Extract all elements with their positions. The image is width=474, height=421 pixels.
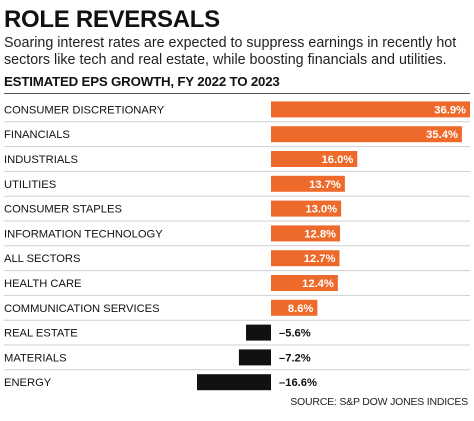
bar-communication-services [271,299,318,316]
category-label-materials: MATERIALS [4,352,67,364]
category-label-financials: FINANCIALS [4,129,70,141]
chart-headline: ROLE REVERSALS [4,6,220,33]
category-label-health-care: HEALTH CARE [4,278,82,290]
value-label-information-technology: 12.8% [304,228,336,240]
chart-title: ESTIMATED EPS GROWTH, FY 2022 TO 2023 [4,74,280,89]
value-label-industrials: 16.0% [322,154,354,166]
category-label-communication-services: COMMUNICATION SERVICES [4,303,160,315]
category-label-real-estate: REAL ESTATE [4,328,78,340]
bar-consumer-staples [271,200,342,217]
value-label-all-sectors: 12.7% [304,253,336,265]
value-label-consumer-staples: 13.0% [305,204,337,216]
value-label-utilities: 13.7% [309,179,341,191]
chart-subtitle: Soaring interest rates are expected to s… [4,35,457,68]
category-label-utilities: UTILITIES [4,179,56,191]
value-label-real-estate: –5.6% [279,328,311,340]
bar-industrials [271,151,358,167]
bar-health-care [271,275,338,291]
bar-all-sectors [271,250,340,267]
category-label-consumer-discretionary: CONSUMER DISCRETIONARY [4,104,165,116]
value-label-consumer-discretionary: 36.9% [434,104,466,116]
bar-financials [271,126,462,143]
bar-consumer-discretionary [271,101,470,118]
bar-energy [197,374,271,391]
value-label-health-care: 12.4% [302,278,334,290]
category-label-information-technology: INFORMATION TECHNOLOGY [4,228,163,240]
category-label-consumer-staples: CONSUMER STAPLES [4,204,122,216]
bar-materials [238,349,271,366]
value-label-energy: –16.6% [279,377,317,389]
category-label-energy: ENERGY [4,377,52,389]
value-label-communication-services: 8.6% [288,303,314,315]
source-note: SOURCE: S&P DOW JONES INDICES [290,396,468,408]
value-label-financials: 35.4% [426,129,458,141]
value-label-materials: –7.2% [279,352,311,364]
category-label-industrials: INDUSTRIALS [4,154,78,166]
category-label-all-sectors: ALL SECTORS [4,253,80,265]
bar-information-technology [271,225,341,242]
title-divider [4,93,470,94]
bar-real-estate [246,324,271,341]
eps-growth-bar-chart: CONSUMER DISCRETIONARY 36.9% FINANCIALS 35.… [4,101,470,391]
bar-utilities [271,175,345,192]
